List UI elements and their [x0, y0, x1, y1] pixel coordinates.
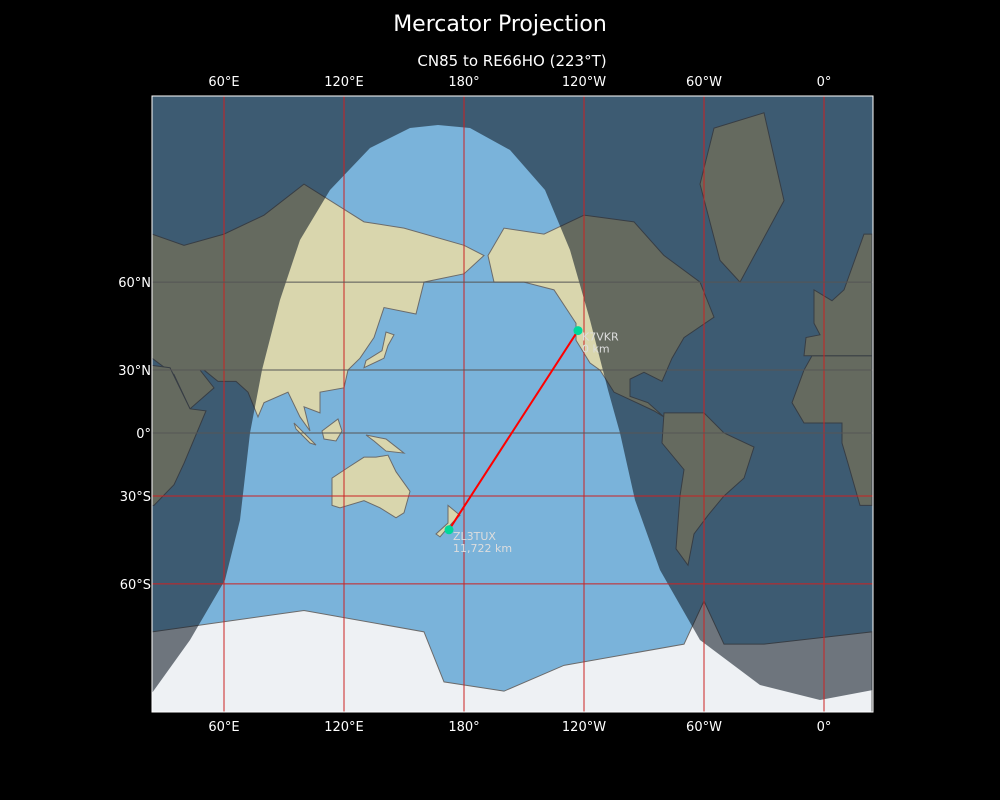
station-marker [573, 326, 583, 336]
land [363, 331, 395, 369]
lat-tick-label: 0° [136, 427, 151, 442]
lon-tick-label: 60°W [686, 720, 722, 735]
lon-tick-label: 60°E [208, 720, 239, 735]
station-distance: 11,722 km [453, 542, 512, 555]
station-callsign: K7VKR [582, 331, 619, 344]
lon-tick-label: 60°E [208, 75, 239, 90]
plot-frame [151, 95, 874, 713]
map-title: Mercator Projection [393, 12, 607, 37]
lat-tick-label: 30°N [118, 364, 151, 379]
station-callsign: ZL3TUX [453, 530, 496, 543]
lon-tick-label: 0° [817, 720, 832, 735]
lon-tick-label: 180° [448, 720, 479, 735]
lat-tick-label: 30°S [120, 490, 151, 505]
station-distance: 0 km [582, 343, 610, 356]
lon-tick-label: 120°E [324, 75, 364, 90]
lon-tick-label: 60°W [686, 75, 722, 90]
path-line [448, 330, 579, 531]
lon-tick-label: 0° [817, 75, 832, 90]
station-marker [444, 525, 454, 535]
lon-tick-label: 120°E [324, 720, 364, 735]
lon-tick-label: 180° [448, 75, 479, 90]
map-subtitle: CN85 to RE66HO (223°T) [417, 52, 607, 70]
land [293, 422, 317, 446]
graticule [152, 96, 873, 712]
land [435, 504, 461, 538]
lat-tick-label: 60°N [118, 276, 151, 291]
lon-tick-label: 120°W [562, 75, 606, 90]
shaded-region [152, 96, 873, 712]
lat-tick-label: 60°S [120, 578, 151, 593]
land [365, 434, 406, 454]
great-circle-path [444, 326, 583, 535]
lon-tick-label: 120°W [562, 720, 606, 735]
land [321, 418, 343, 442]
axis-ticks: 60°E 60°E 120°E 120°E 180° 180° 120°W 120°W 60°W… [118, 75, 831, 735]
